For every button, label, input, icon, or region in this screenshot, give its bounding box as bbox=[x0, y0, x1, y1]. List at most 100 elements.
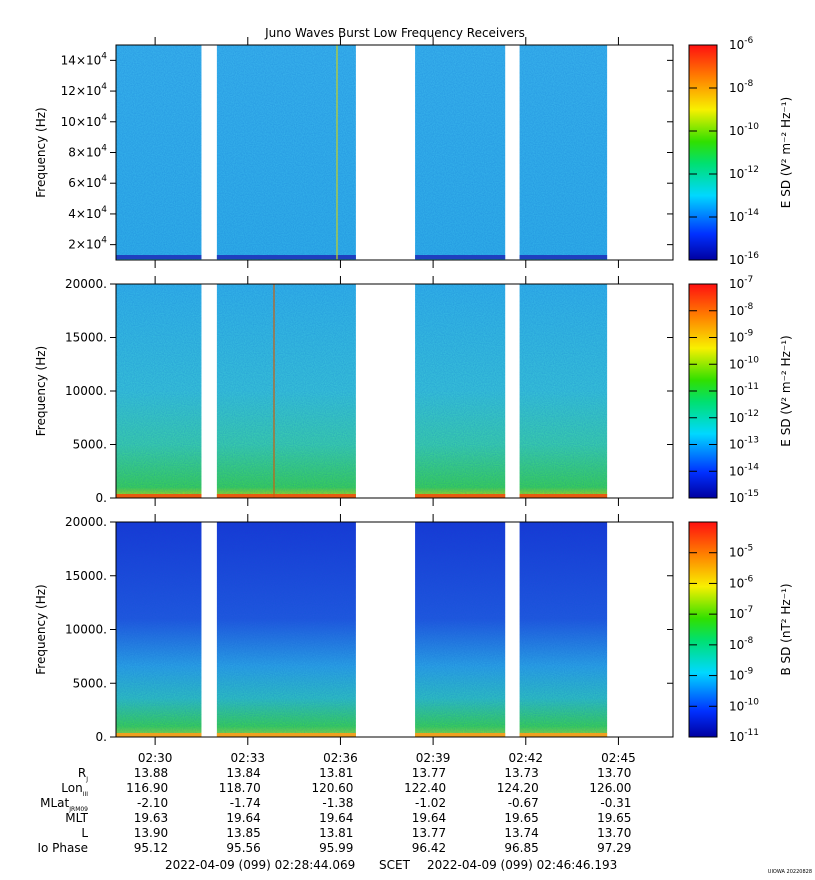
low-frequency-band bbox=[519, 733, 608, 737]
ephemeris-label: L bbox=[81, 826, 88, 840]
y-tick-label: 10000. bbox=[65, 384, 107, 398]
spectrogram-noise bbox=[216, 45, 356, 260]
colorbar-tick-label: 10-8 bbox=[729, 79, 754, 95]
colorbar-tick-label: 10-13 bbox=[729, 436, 759, 452]
ephemeris-value: 13.73 bbox=[504, 766, 538, 780]
spectrogram-noise bbox=[116, 522, 202, 737]
x-tick-label: 02:33 bbox=[230, 751, 265, 765]
credit-label: UIOWA 20220828 bbox=[768, 869, 812, 875]
y-axis-label: Frequency (Hz) bbox=[34, 584, 48, 675]
ephemeris-value: 122.40 bbox=[404, 781, 446, 795]
ephemeris-value: 13.81 bbox=[319, 766, 353, 780]
colorbar-label: E SD (V² m⁻² Hz⁻¹) bbox=[779, 335, 793, 446]
ephemeris-value: -0.67 bbox=[508, 796, 539, 810]
low-frequency-band bbox=[519, 494, 608, 498]
low-frequency-band bbox=[116, 733, 202, 737]
end-time-label: 2022-04-09 (099) 02:46:46.193 bbox=[427, 858, 617, 872]
colorbar-tick-label: 10-9 bbox=[729, 329, 754, 345]
ephemeris-value: 19.64 bbox=[319, 811, 353, 825]
ephemeris-value: 13.77 bbox=[412, 826, 446, 840]
x-tick-label: 02:39 bbox=[416, 751, 451, 765]
colorbar-gradient bbox=[688, 44, 718, 261]
low-frequency-band bbox=[415, 255, 506, 259]
x-tick-label: 02:45 bbox=[601, 751, 636, 765]
colorbar-tick-label: 10-7 bbox=[729, 605, 753, 621]
colorbar-tick-label: 10-10 bbox=[729, 697, 759, 713]
frame-label: SCET bbox=[379, 858, 411, 872]
y-tick-label: 6×104 bbox=[68, 174, 107, 190]
spectrogram-noise bbox=[116, 45, 202, 260]
colorbar-top: 10-16 10-14 10-12 10-10 10-8 10-6 E SD (V² m⁻²… bbox=[688, 36, 793, 267]
y-axis-label: Frequency (Hz) bbox=[34, 346, 48, 437]
spectrogram-noise bbox=[216, 522, 356, 737]
low-frequency-band bbox=[116, 255, 202, 259]
ephemeris-value: 118.70 bbox=[219, 781, 261, 795]
ephemeris-value: 95.99 bbox=[319, 841, 353, 855]
low-frequency-band bbox=[415, 733, 506, 737]
y-tick-label: 15000. bbox=[65, 331, 107, 345]
ephemeris-value: 13.77 bbox=[412, 766, 446, 780]
ephemeris-value: 13.81 bbox=[319, 826, 353, 840]
ephemeris-value: -2.10 bbox=[137, 796, 168, 810]
ephemeris-value: 19.63 bbox=[134, 811, 168, 825]
ephemeris-value: 13.74 bbox=[504, 826, 538, 840]
spectrogram-noise bbox=[519, 522, 608, 737]
colorbar-tick-label: 10-16 bbox=[729, 251, 759, 267]
colorbar-tick-label: 10-9 bbox=[729, 667, 754, 683]
ephemeris-value: 13.70 bbox=[597, 826, 631, 840]
panel-top: 2×104 4×104 6×104 8×104 10×104 12×104 14×104 Fr… bbox=[34, 36, 793, 267]
colorbar-tick-label: 10-14 bbox=[729, 462, 759, 478]
spectrogram-noise bbox=[415, 522, 506, 737]
ephemeris-value: 96.42 bbox=[412, 841, 446, 855]
colorbar-tick-label: 10-11 bbox=[729, 728, 759, 744]
low-frequency-band bbox=[216, 733, 356, 737]
ephemeris-value: 13.84 bbox=[226, 766, 260, 780]
y-tick-label: 2×104 bbox=[68, 236, 107, 252]
ephemeris-value: 95.56 bbox=[226, 841, 260, 855]
ephemeris-value: 19.65 bbox=[597, 811, 631, 825]
y-tick-label: 15000. bbox=[65, 569, 107, 583]
x-tick-label: 02:36 bbox=[323, 751, 358, 765]
ephemeris-value: -1.38 bbox=[322, 796, 353, 810]
colorbar-tick-label: 10-12 bbox=[729, 409, 759, 425]
ephemeris-value: 13.70 bbox=[597, 766, 631, 780]
ephemeris-label: MLatJRM09 bbox=[40, 796, 88, 813]
ephemeris-value: -1.74 bbox=[230, 796, 261, 810]
x-tick-label: 02:30 bbox=[138, 751, 173, 765]
y-tick-label: 5000. bbox=[73, 676, 107, 690]
spectrogram-noise bbox=[519, 284, 608, 498]
ephemeris-value: 13.85 bbox=[226, 826, 260, 840]
ephemeris-value: 126.00 bbox=[589, 781, 631, 795]
colorbar-tick-label: 10-10 bbox=[729, 122, 759, 138]
y-tick-label: 0. bbox=[96, 730, 107, 744]
spectrogram-noise bbox=[415, 45, 506, 260]
ephemeris-value: 19.64 bbox=[412, 811, 446, 825]
ephemeris-value: 96.85 bbox=[504, 841, 538, 855]
colorbar-tick-label: 10-12 bbox=[729, 165, 759, 181]
y-tick-label: 10×104 bbox=[61, 113, 108, 129]
colorbar-label: E SD (V² m⁻² Hz⁻¹) bbox=[779, 97, 793, 208]
ephemeris-label: LonIII bbox=[61, 781, 88, 798]
start-time-label: 2022-04-09 (099) 02:28:44.069 bbox=[165, 858, 355, 872]
y-tick-label: 4×104 bbox=[68, 205, 107, 221]
ephemeris-value: 124.20 bbox=[497, 781, 539, 795]
ephemeris-value: 120.60 bbox=[311, 781, 353, 795]
spectrogram-noise bbox=[415, 284, 506, 498]
y-tick-label: 10000. bbox=[65, 623, 107, 637]
colorbar-tick-label: 10-10 bbox=[729, 355, 759, 371]
ephemeris-label: Io Phase bbox=[37, 841, 88, 855]
ephemeris-value: 19.64 bbox=[226, 811, 260, 825]
ephemeris-value: 19.65 bbox=[504, 811, 538, 825]
colorbar-tick-label: 10-8 bbox=[729, 302, 754, 318]
low-frequency-band bbox=[216, 494, 356, 498]
y-tick-label: 14×104 bbox=[61, 51, 108, 67]
colorbar-tick-label: 10-5 bbox=[729, 544, 753, 560]
spectrogram-noise bbox=[116, 284, 202, 498]
spectrogram-noise bbox=[216, 284, 356, 498]
low-frequency-band bbox=[415, 494, 506, 498]
colorbar-tick-label: 10-8 bbox=[729, 636, 754, 652]
colorbar-tick-label: 10-14 bbox=[729, 208, 759, 224]
ephemeris-value: 95.12 bbox=[134, 841, 168, 855]
colorbar-bottom: 10-11 10-10 10-9 10-8 10-7 10-6 10-5 B SD (nT² … bbox=[688, 521, 793, 744]
